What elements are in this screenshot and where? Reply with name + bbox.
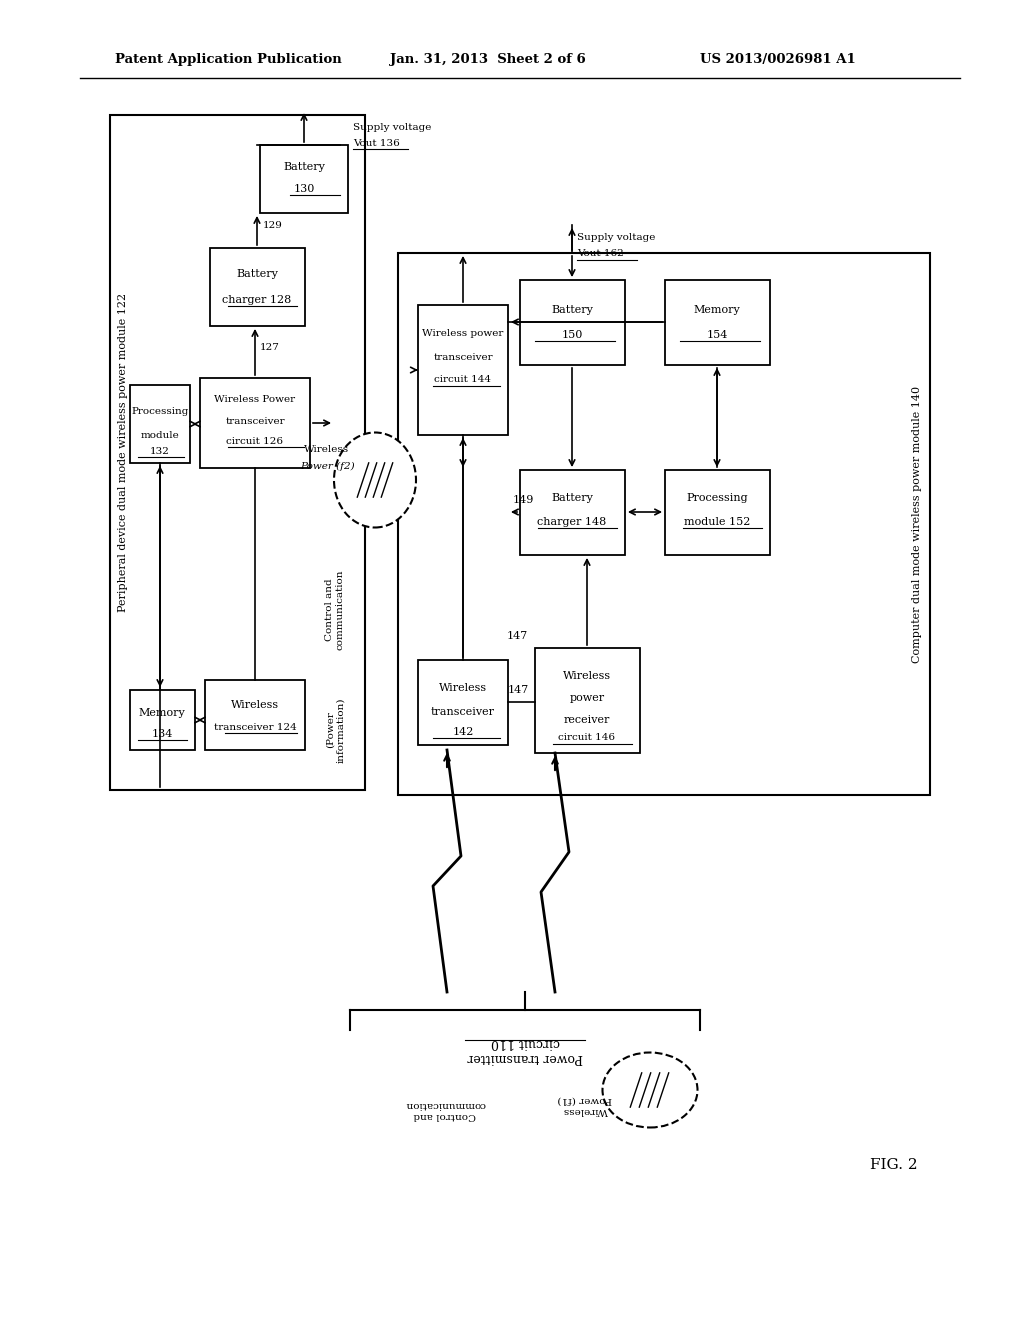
Text: Wireless: Wireless: [563, 671, 611, 681]
Text: Supply voltage: Supply voltage: [577, 234, 655, 243]
Text: circuit 126: circuit 126: [226, 437, 284, 446]
Bar: [418, 305, 508, 436]
Bar: [398, 253, 930, 795]
Text: circuit 146: circuit 146: [558, 734, 615, 742]
Text: 132: 132: [151, 446, 170, 455]
Text: Wireless: Wireless: [231, 700, 280, 710]
Bar: [418, 660, 508, 744]
Text: Wireless: Wireless: [439, 682, 487, 693]
Text: Memory: Memory: [138, 708, 185, 718]
Text: Patent Application Publication: Patent Application Publication: [115, 54, 342, 66]
Text: Wireless: Wireless: [304, 446, 349, 454]
Text: (Power
information): (Power information): [326, 697, 345, 763]
Text: 127: 127: [260, 342, 280, 351]
Text: Memory: Memory: [693, 305, 740, 315]
Text: Jan. 31, 2013  Sheet 2 of 6: Jan. 31, 2013 Sheet 2 of 6: [390, 54, 586, 66]
Bar: [665, 280, 770, 366]
Text: Power (f2): Power (f2): [300, 462, 354, 470]
Text: receiver: receiver: [564, 715, 610, 725]
Bar: [210, 248, 305, 326]
Text: power: power: [569, 693, 604, 704]
Text: Supply voltage: Supply voltage: [353, 124, 431, 132]
Bar: [200, 378, 310, 469]
Text: Battery: Battery: [237, 269, 278, 279]
Text: FIG. 2: FIG. 2: [870, 1158, 918, 1172]
Text: 147: 147: [507, 631, 527, 642]
Text: charger 128: charger 128: [222, 294, 292, 305]
Text: 154: 154: [707, 330, 728, 341]
Text: Battery: Battery: [551, 492, 593, 503]
Text: 149: 149: [513, 495, 535, 506]
Bar: [130, 690, 195, 750]
Text: 147: 147: [507, 685, 528, 696]
Text: 134: 134: [152, 729, 173, 739]
Text: Computer dual mode wireless power module 140: Computer dual mode wireless power module…: [912, 385, 922, 663]
Text: Battery: Battery: [283, 162, 325, 172]
Ellipse shape: [334, 433, 416, 528]
Text: Processing: Processing: [131, 407, 188, 416]
Text: Wireless Power: Wireless Power: [214, 396, 296, 404]
Text: transceiver: transceiver: [431, 708, 495, 717]
Text: 130: 130: [293, 183, 314, 194]
Text: circuit 144: circuit 144: [434, 375, 492, 384]
Bar: [535, 648, 640, 752]
Text: charger 148: charger 148: [538, 517, 606, 527]
Text: Vout 162: Vout 162: [577, 249, 624, 259]
Bar: [205, 680, 305, 750]
Bar: [130, 385, 190, 463]
Text: transceiver 124: transceiver 124: [214, 722, 296, 731]
Text: module: module: [140, 430, 179, 440]
Text: Processing: Processing: [686, 492, 748, 503]
Text: Control and
communication: Control and communication: [404, 1101, 485, 1119]
Text: Vout 136: Vout 136: [353, 139, 399, 148]
Bar: [110, 115, 365, 789]
Text: 150: 150: [561, 330, 583, 341]
Text: US 2013/0026981 A1: US 2013/0026981 A1: [700, 54, 856, 66]
Text: Wireless power: Wireless power: [422, 329, 504, 338]
Text: Battery: Battery: [551, 305, 593, 315]
Text: Wireless
Power (f1): Wireless Power (f1): [558, 1096, 612, 1114]
Bar: [520, 280, 625, 366]
Bar: [665, 470, 770, 554]
Bar: [260, 145, 348, 213]
Text: transceiver: transceiver: [225, 417, 285, 425]
Text: Power transmitter
circuit 110: Power transmitter circuit 110: [467, 1036, 583, 1064]
Text: 129: 129: [263, 220, 283, 230]
Text: transceiver: transceiver: [433, 352, 493, 362]
Text: module 152: module 152: [684, 517, 751, 527]
Bar: [520, 470, 625, 554]
Text: Peripheral device dual mode wireless power module 122: Peripheral device dual mode wireless pow…: [118, 293, 128, 611]
Ellipse shape: [602, 1052, 697, 1127]
Text: 142: 142: [453, 727, 474, 737]
Text: Control and
communication: Control and communication: [326, 570, 345, 651]
